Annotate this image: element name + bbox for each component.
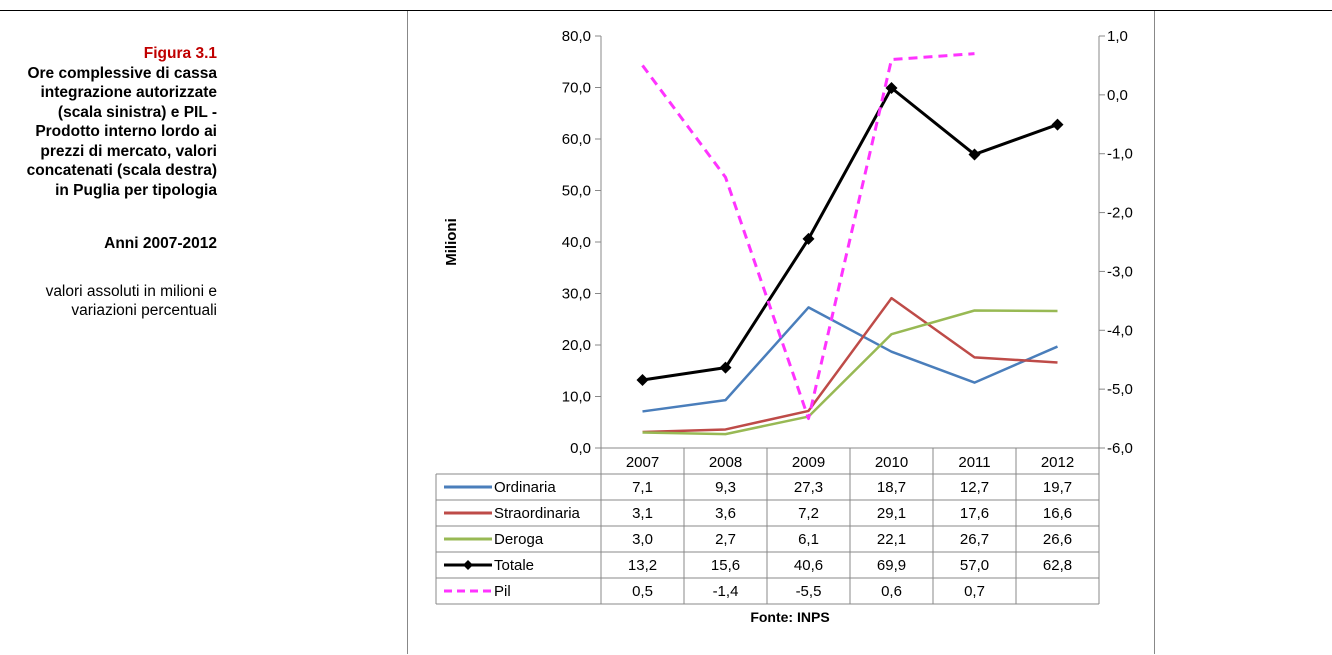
legend-label-pil: Pil — [494, 583, 511, 600]
data-label-straordinaria: 3,1 — [632, 505, 653, 522]
legend-marker-totale — [463, 560, 473, 570]
data-label-deroga: 2,7 — [715, 531, 736, 548]
figure-description: valori assoluti in milioni e variazioni … — [45, 282, 217, 320]
figure-label: Figura 3.1 — [143, 45, 217, 62]
data-label-pil: 0,7 — [964, 583, 985, 600]
y-tick-label-left: 30,0 — [562, 286, 591, 303]
series-line-pil — [641, 52, 975, 421]
y-tick-label-left: 40,0 — [562, 234, 591, 251]
data-label-ordinaria: 27,3 — [794, 479, 823, 496]
data-point-totale — [885, 82, 898, 95]
data-label-totale: 40,6 — [794, 557, 823, 574]
x-tick-label: 2011 — [958, 454, 990, 471]
data-label-deroga: 22,1 — [877, 531, 906, 548]
top-rule — [0, 10, 1332, 11]
y-tick-label-left: 0,0 — [570, 440, 591, 457]
x-tick-label: 2012 — [1041, 454, 1074, 471]
data-point-totale — [1051, 118, 1064, 131]
x-tick-label: 2008 — [709, 454, 742, 471]
data-point-totale — [636, 374, 649, 387]
data-label-deroga: 3,0 — [632, 531, 653, 548]
legend-label-deroga: Deroga — [494, 531, 544, 548]
data-label-deroga: 6,1 — [798, 531, 819, 548]
y-tick-label-left: 70,0 — [562, 80, 591, 97]
data-label-totale: 57,0 — [960, 557, 989, 574]
x-tick-label: 2007 — [626, 454, 659, 471]
data-label-ordinaria: 18,7 — [877, 479, 906, 496]
data-point-totale — [968, 148, 981, 161]
figure-caption: Figura 3.1 Ore complessive di cassa inte… — [20, 44, 217, 321]
data-label-totale: 13,2 — [628, 557, 657, 574]
y-tick-label-right: -2,0 — [1107, 205, 1133, 222]
legend-label-ordinaria: Ordinaria — [494, 479, 556, 496]
data-label-ordinaria: 19,7 — [1043, 479, 1072, 496]
y-tick-label-left: 60,0 — [562, 131, 591, 148]
data-label-pil: -1,4 — [713, 583, 739, 600]
data-label-straordinaria: 17,6 — [960, 505, 989, 522]
data-label-deroga: 26,7 — [960, 531, 989, 548]
y-tick-label-right: 1,0 — [1107, 28, 1128, 45]
data-label-straordinaria: 3,6 — [715, 505, 736, 522]
y-tick-label-left: 20,0 — [562, 337, 591, 354]
data-label-straordinaria: 16,6 — [1043, 505, 1072, 522]
legend-label-totale: Totale — [494, 557, 534, 574]
series-line-deroga — [642, 309, 1058, 436]
figure-title: Ore complessive di cassa integrazione au… — [26, 64, 217, 199]
data-label-straordinaria: 7,2 — [798, 505, 819, 522]
x-tick-label: 2010 — [875, 454, 908, 471]
y-tick-label-right: -1,0 — [1107, 146, 1133, 163]
data-point-totale — [802, 232, 815, 245]
data-label-totale: 15,6 — [711, 557, 740, 574]
series-line-ordinaria — [642, 306, 1058, 413]
y-tick-label-left: 80,0 — [562, 28, 591, 45]
y-tick-label-right: 0,0 — [1107, 87, 1128, 104]
data-label-pil: 0,6 — [881, 583, 902, 600]
figure-period: Anni 2007-2012 — [104, 235, 217, 252]
legend-label-straordinaria: Straordinaria — [494, 505, 581, 522]
data-label-totale: 69,9 — [877, 557, 906, 574]
data-label-ordinaria: 12,7 — [960, 479, 989, 496]
data-label-pil: 0,5 — [632, 583, 653, 600]
y-tick-label-left: 50,0 — [562, 183, 591, 200]
y-tick-label-right: -3,0 — [1107, 263, 1133, 280]
data-point-totale — [719, 361, 732, 374]
source-note: Fonte: INPS — [750, 609, 829, 625]
y-tick-label-right: -5,0 — [1107, 381, 1133, 398]
y-axis-title: Milioni — [443, 218, 460, 266]
data-label-totale: 62,8 — [1043, 557, 1072, 574]
series-line-straordinaria — [642, 296, 1058, 434]
y-tick-label-right: -6,0 — [1107, 440, 1133, 457]
series-line-totale — [642, 86, 1059, 382]
data-label-ordinaria: 7,1 — [632, 479, 653, 496]
chart-frame: 0,0 10,0 20,0 30,0 40,0 50,0 60,0 70,0 80,0 -6,0 -… — [407, 11, 1155, 654]
data-label-pil: -5,5 — [796, 583, 822, 600]
data-label-straordinaria: 29,1 — [877, 505, 906, 522]
data-label-deroga: 26,6 — [1043, 531, 1072, 548]
x-tick-label: 2009 — [792, 454, 825, 471]
y-tick-label-right: -4,0 — [1107, 322, 1133, 339]
line-chart: 0,0 10,0 20,0 30,0 40,0 50,0 60,0 70,0 80,0 -6,0 -… — [435, 28, 1133, 625]
data-label-ordinaria: 9,3 — [715, 479, 736, 496]
y-tick-label-left: 10,0 — [562, 389, 591, 406]
